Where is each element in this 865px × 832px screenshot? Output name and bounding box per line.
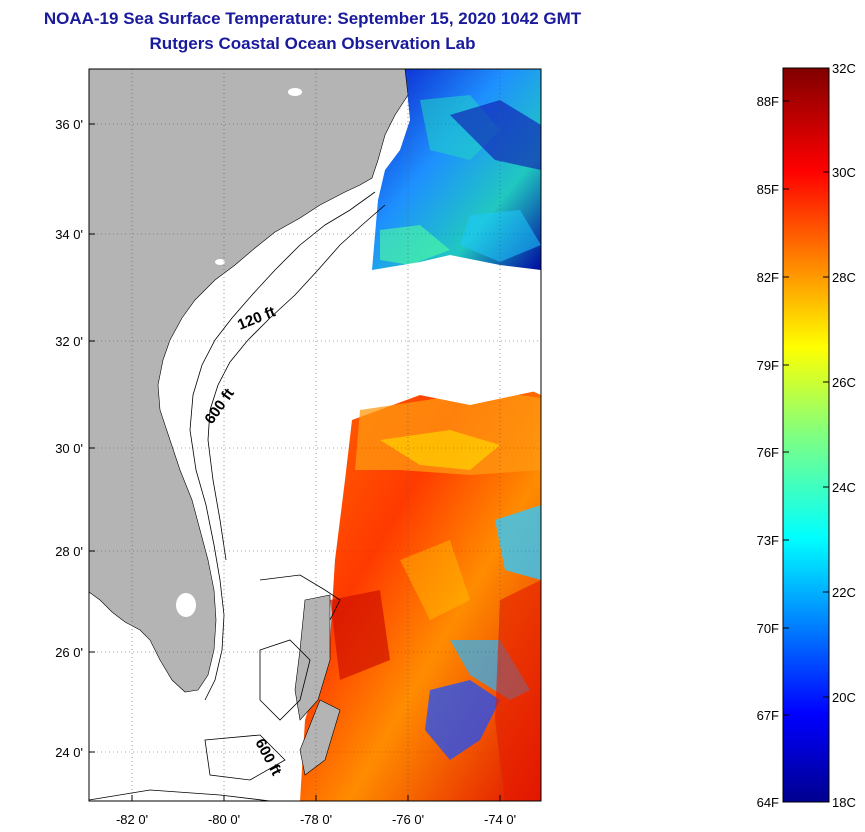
map-title: NOAA-19 Sea Surface Temperature: Septemb… [43, 9, 582, 28]
colorbar-label-c: 32C [832, 61, 856, 76]
lon-label: -82 0' [116, 812, 148, 827]
lake-okeechobee [176, 593, 196, 617]
graticule [89, 69, 541, 801]
colorbar-label-f: 85F [757, 182, 779, 197]
colorbar-label-f: 76F [757, 445, 779, 460]
lake-marker [215, 259, 225, 265]
colorbar-label-c: 28C [832, 270, 856, 285]
colorbar-label-c: 18C [832, 795, 856, 810]
lat-label: 24 0' [55, 745, 83, 760]
sst-swath-south [300, 390, 541, 801]
colorbar-label-c: 26C [832, 375, 856, 390]
colorbar-label-c: 20C [832, 690, 856, 705]
colorbar-label-c: 24C [832, 480, 856, 495]
map-subtitle: Rutgers Coastal Ocean Observation Lab [149, 34, 476, 53]
plot-frame [88, 68, 542, 802]
colorbar-label-f: 67F [757, 708, 779, 723]
colorbar-label-f: 64F [757, 795, 779, 810]
lat-label: 26 0' [55, 645, 83, 660]
cloud-gap [358, 262, 541, 405]
colorbar-label-f: 70F [757, 621, 779, 636]
colorbar-label-f: 73F [757, 533, 779, 548]
lat-label: 28 0' [55, 544, 83, 559]
lon-label: -78 0' [300, 812, 332, 827]
colorbar-label-f: 79F [757, 358, 779, 373]
lat-label: 32 0' [55, 334, 83, 349]
lon-label: -80 0' [208, 812, 240, 827]
colorbar-ticks [783, 100, 829, 716]
colorbar-label-f: 88F [757, 94, 779, 109]
lon-label: -74 0' [484, 812, 516, 827]
axis-ticks [89, 123, 501, 801]
lat-label: 34 0' [55, 227, 83, 242]
isobath-lines [89, 191, 386, 801]
lat-label: 36 0' [55, 117, 83, 132]
land-mass [89, 69, 409, 776]
lake-marker [288, 88, 302, 96]
lat-label: 30 0' [55, 441, 83, 456]
lon-label: -76 0' [392, 812, 424, 827]
colorbar-label-f: 82F [757, 270, 779, 285]
sst-swath-north [372, 69, 541, 275]
colorbar-label-c: 30C [832, 165, 856, 180]
colorbar-label-c: 22C [832, 585, 856, 600]
colorbar [782, 67, 830, 803]
